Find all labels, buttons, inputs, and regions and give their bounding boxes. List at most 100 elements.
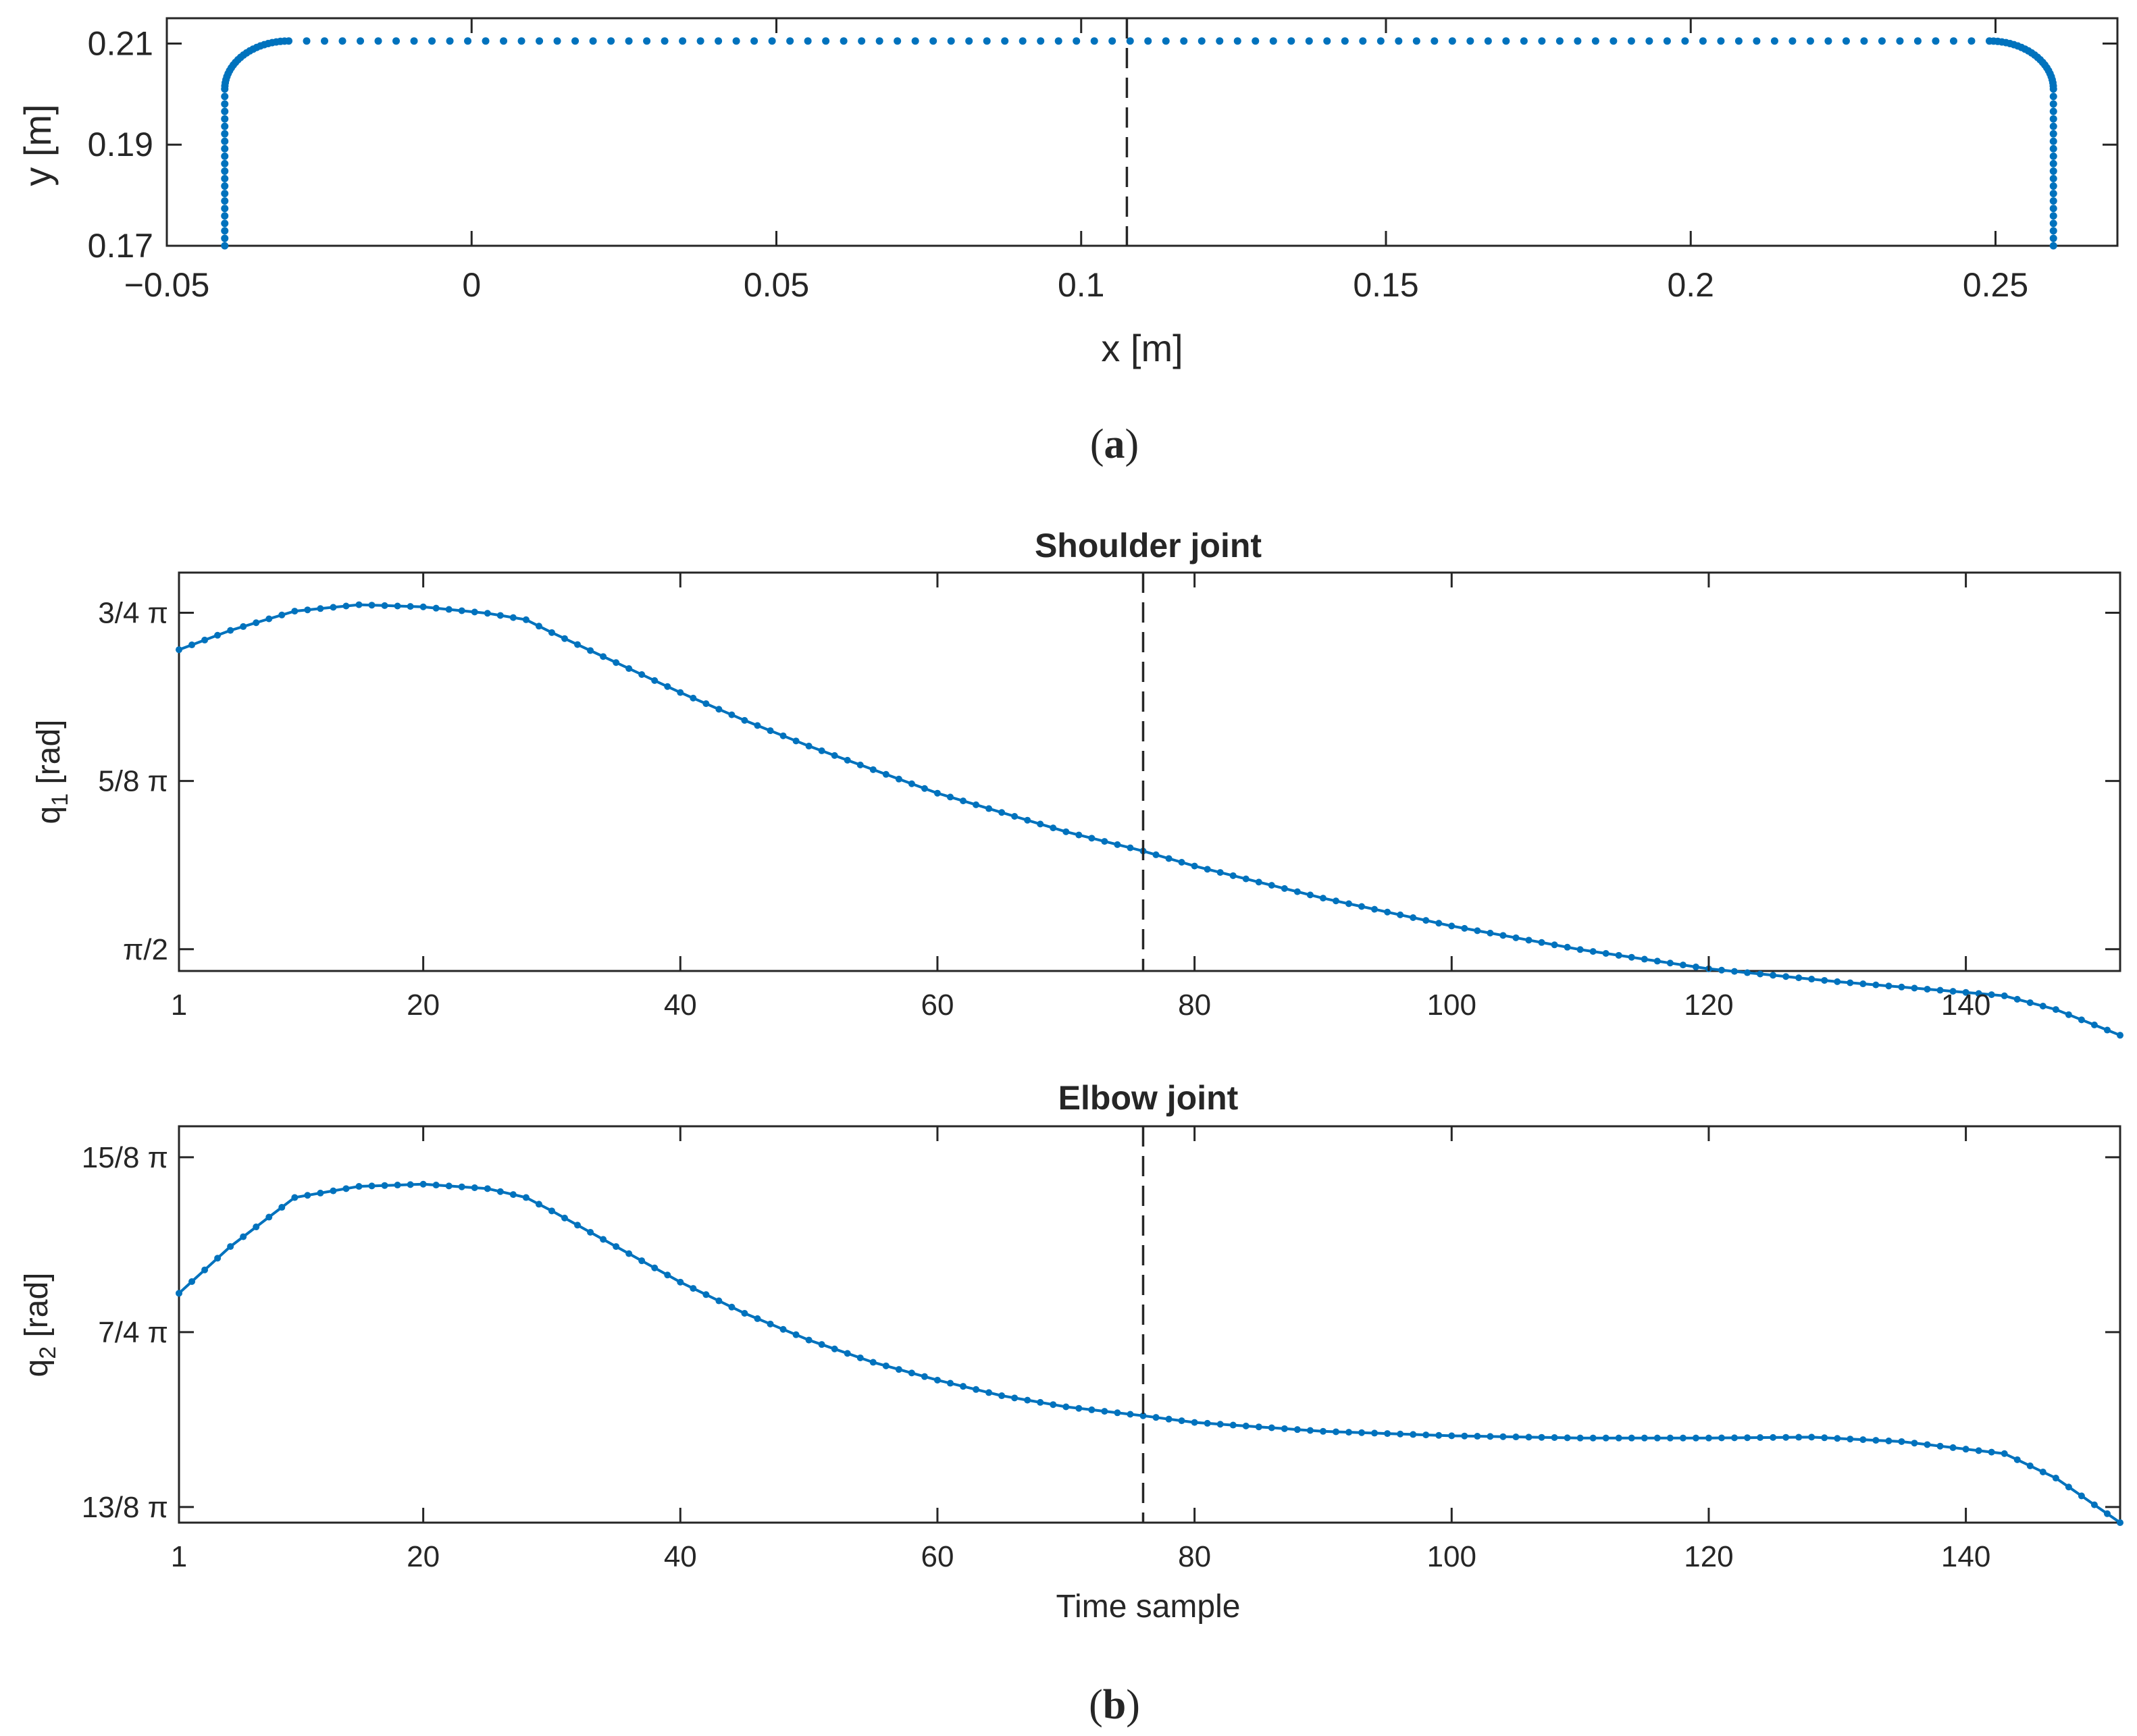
b2-sample-point: [1345, 1429, 1353, 1436]
b2-sample-point: [317, 1189, 324, 1196]
b2-sample-point: [227, 1243, 234, 1251]
b2-sample-point: [381, 1182, 388, 1189]
b1-sample-point: [1949, 988, 1957, 995]
trajectory-point: [1967, 37, 1976, 45]
trajectory-point: [858, 37, 866, 45]
shoulder-x-ticks: 1 20 40 60 80 100 120 140: [171, 573, 1990, 1022]
b1-sample-point: [1885, 982, 1893, 990]
trajectory-point: [1198, 37, 1206, 45]
trajectory-point: [1734, 37, 1743, 45]
b1-x-tick-label: 140: [1941, 989, 1990, 1022]
b2-sample-point: [330, 1187, 337, 1194]
b1-sample-point: [1615, 951, 1622, 959]
b2-sample-point: [1435, 1431, 1443, 1439]
b1-sample-point: [1075, 831, 1083, 839]
trajectory-point: [2049, 107, 2057, 115]
trajectory-point: [750, 37, 758, 45]
trajectory-point: [768, 37, 776, 45]
trajectory-point: [1538, 37, 1546, 45]
trajectory-point: [1108, 37, 1116, 45]
b2-sample-point: [1782, 1433, 1790, 1441]
b1-sample-point: [1229, 872, 1237, 879]
trajectory-point: [221, 242, 229, 250]
b2-sample-point: [818, 1341, 825, 1348]
b1-sample-point: [1293, 888, 1301, 895]
b2-x-tick-label: 1: [171, 1540, 187, 1573]
shoulder-q1-markers: [176, 601, 2123, 1039]
trajectory-point: [1699, 37, 1707, 45]
b1-sample-point: [291, 608, 299, 615]
b2-sample-point: [1885, 1438, 1893, 1445]
b2-sample-point: [998, 1392, 1006, 1400]
elbow-y-label-unit: [rad]: [19, 1272, 55, 1346]
b2-sample-point: [651, 1264, 659, 1271]
b1-sample-point: [613, 659, 620, 666]
trajectory-point: [2049, 197, 2057, 205]
b2-sample-point: [625, 1250, 633, 1257]
b1-sample-point: [1358, 903, 1366, 910]
b1-sample-point: [960, 797, 967, 805]
trajectory-point: [929, 37, 937, 45]
b2-sample-point: [1088, 1406, 1096, 1413]
trajectory-point: [2049, 175, 2057, 183]
b2-sample-point: [484, 1185, 491, 1192]
b2-sample-point: [1795, 1433, 1803, 1441]
b2-y-tick-label: 13/8 π: [82, 1491, 168, 1524]
b1-sample-point: [985, 805, 993, 812]
trajectory-point: [1770, 37, 1778, 45]
trajectory-point: [221, 205, 229, 213]
b2-sample-point: [1371, 1429, 1379, 1437]
b2-sample-point: [1139, 1412, 1147, 1419]
b2-sample-point: [1448, 1432, 1456, 1440]
b1-sample-point: [805, 742, 813, 749]
panel-a-caption-letter: a: [1104, 421, 1125, 467]
b1-sample-point: [651, 677, 659, 684]
b2-sample-point: [1397, 1430, 1404, 1438]
panel-a-y-tick-label: 0.19: [88, 126, 153, 163]
trajectory-point: [221, 182, 229, 190]
b1-sample-point: [484, 610, 491, 617]
elbow-q2-markers: [176, 1180, 2123, 1526]
b2-sample-point: [587, 1228, 594, 1236]
trajectory-point: [221, 93, 229, 101]
b1-sample-point: [728, 711, 736, 718]
b2-sample-point: [1410, 1431, 1417, 1438]
trajectory-point: [2049, 137, 2057, 145]
trajectory-point: [1054, 37, 1062, 45]
b1-sample-point: [1011, 812, 1019, 820]
b2-sample-point: [741, 1310, 748, 1317]
b2-sample-point: [240, 1233, 247, 1240]
trajectory-point: [1591, 37, 1599, 45]
trajectory-point: [303, 37, 311, 45]
b1-sample-point: [253, 619, 260, 627]
b1-sample-point: [394, 602, 401, 610]
trajectory-point: [321, 37, 329, 45]
b2-sample-point: [188, 1278, 196, 1286]
trajectory-point: [2049, 234, 2057, 242]
b1-sample-point: [1975, 990, 1982, 997]
panel-a-x-tick-label: 0.1: [1058, 266, 1105, 304]
b2-sample-point: [1628, 1434, 1635, 1442]
b1-sample-point: [1461, 924, 1468, 932]
trajectory-point: [553, 37, 561, 45]
b2-sample-point: [1384, 1430, 1391, 1438]
b1-sample-point: [176, 646, 182, 654]
shoulder-y-label-subscript: 1: [47, 793, 73, 806]
b1-sample-point: [1911, 984, 1918, 992]
trajectory-point: [1502, 37, 1510, 45]
b2-sample-point: [754, 1315, 761, 1322]
b1-sample-point: [1512, 934, 1520, 941]
b1-x-tick-label: 20: [407, 989, 440, 1022]
trajectory-point: [2049, 130, 2057, 138]
panel-b-shoulder-joint: Shoulder joint 1 20 40 60 80 100 120 140 π/25/8…: [31, 527, 2123, 1039]
panel-a-xy-trajectory: −0.05 0 0.05 0.1 0.15 0.2 0.25 0.17 0.19 0.21 x …: [16, 17, 2119, 467]
b2-sample-point: [445, 1182, 453, 1190]
trajectory-point: [1073, 37, 1081, 45]
b1-sample-point: [831, 752, 838, 759]
elbow-axes-frame: [178, 1125, 2121, 1524]
trajectory-point: [500, 37, 508, 45]
b2-sample-point: [1859, 1436, 1867, 1444]
b2-sample-point: [1487, 1433, 1494, 1440]
b2-sample-point: [1293, 1426, 1301, 1433]
trajectory-point: [840, 37, 848, 45]
